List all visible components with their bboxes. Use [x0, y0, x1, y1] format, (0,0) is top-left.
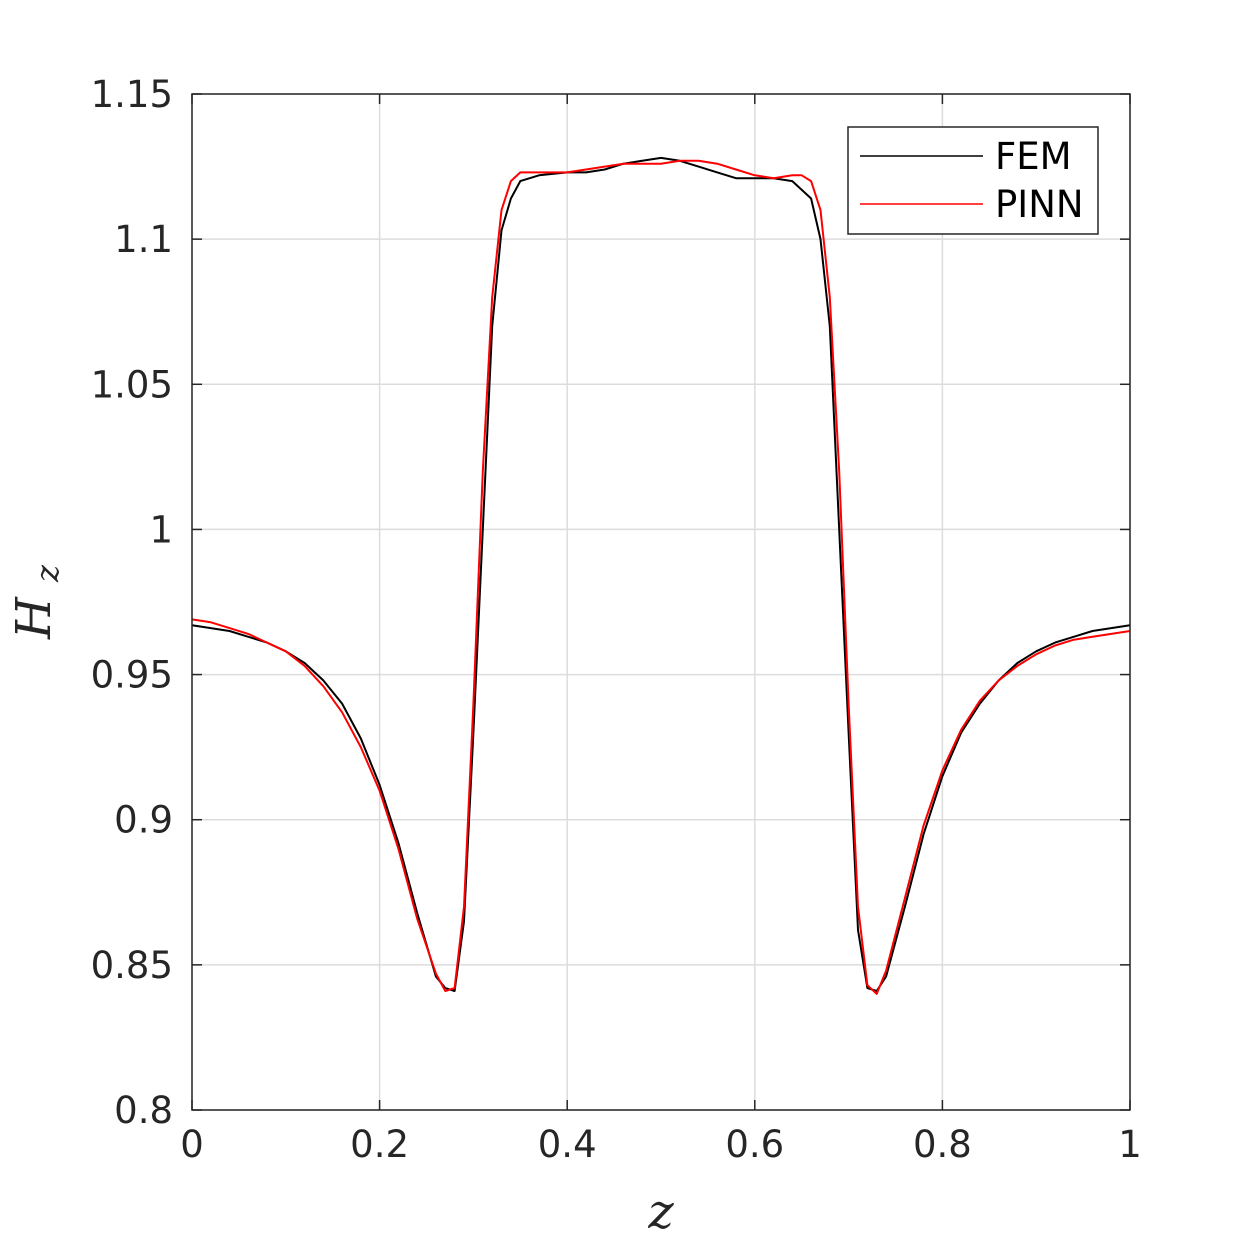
series-line-pinn [191, 159, 1131, 995]
y-tick-label: 0.85 [91, 944, 173, 987]
legend-box [847, 126, 1099, 235]
x-tick-label: 0.2 [350, 1123, 409, 1166]
y-tick-label: 1.15 [91, 73, 173, 116]
x-tick-label: 0.6 [725, 1123, 784, 1166]
x-tick-label: 1 [1118, 1123, 1142, 1166]
x-tick-label: 0 [180, 1123, 204, 1166]
y-tick-label: 1.1 [114, 218, 173, 261]
ticks [191, 93, 1131, 1111]
tick-labels: 0 0.2 0.4 0.6 0.8 1 0.8 0.85 0.9 0.95 1 1.05 1.1 1.15 [91, 73, 1142, 1166]
y-tick-label: 1.05 [91, 363, 173, 406]
y-tick-label: 0.95 [91, 654, 173, 697]
series-layer [191, 156, 1131, 995]
y-axis-label-main: H [6, 596, 62, 640]
x-axis-label: z [647, 1184, 674, 1240]
y-tick-label: 0.8 [114, 1089, 173, 1132]
x-tick-label: 0.8 [913, 1123, 972, 1166]
y-tick-label: 1 [149, 508, 173, 551]
x-tick-label: 0.4 [538, 1123, 597, 1166]
legend-label-fem: FEM [995, 135, 1072, 178]
plot-frame [191, 93, 1131, 1111]
legend-label-pinn: PINN [995, 183, 1084, 226]
y-axis-label-subscript: z [28, 564, 66, 583]
y-axis-label: H z [6, 564, 66, 640]
legend: FEM PINN [847, 126, 1099, 235]
y-tick-label: 0.9 [114, 799, 173, 842]
series-line-fem [191, 156, 1131, 992]
